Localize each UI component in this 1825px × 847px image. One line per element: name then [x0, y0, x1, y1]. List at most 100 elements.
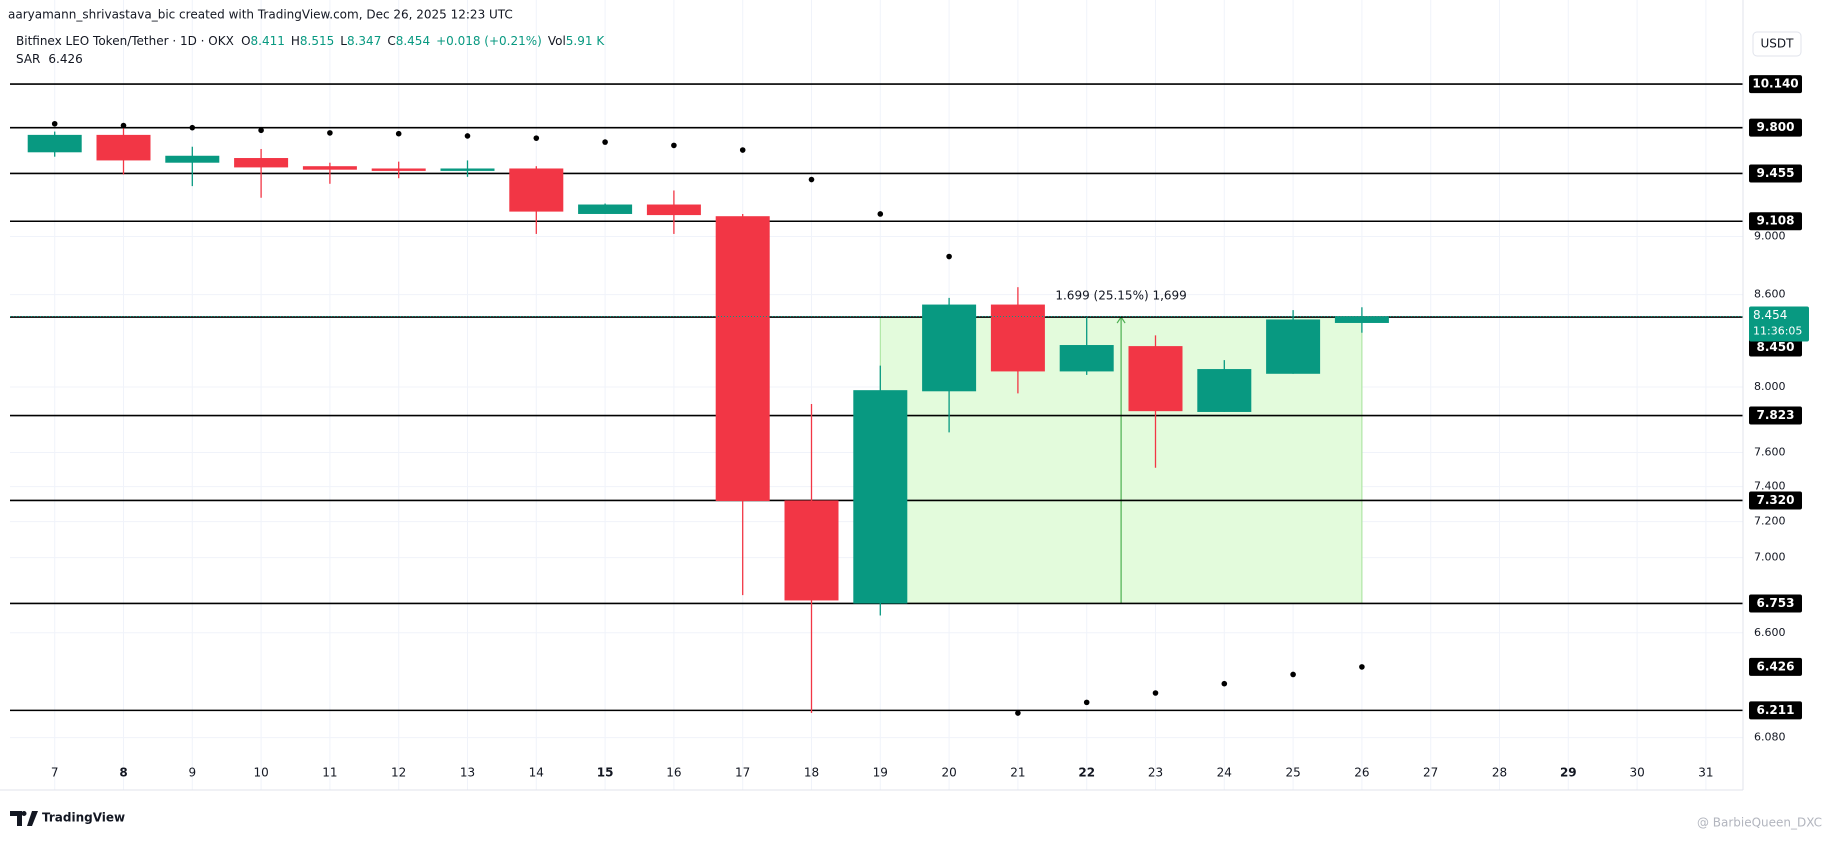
x-tick-label: 24 [1217, 766, 1232, 780]
x-tick-label: 21 [1010, 766, 1025, 780]
sar-dot [327, 130, 333, 136]
ohlc-key: C [387, 34, 395, 48]
ohlc-key: H [291, 34, 300, 48]
sar-dot [1152, 690, 1159, 696]
candle-body [27, 134, 82, 153]
candle-body [1059, 345, 1114, 372]
candle-body [440, 168, 495, 171]
x-tick-label: 15 [597, 766, 614, 780]
y-tick-label: 7.000 [1754, 551, 1786, 564]
x-tick-label: 30 [1629, 766, 1644, 780]
candle-body [578, 204, 633, 214]
ohlc-value: 8.454 [396, 34, 430, 48]
x-tick-label: 23 [1148, 766, 1163, 780]
x-tick-label: 18 [804, 766, 819, 780]
level-label-box [1749, 118, 1802, 137]
countdown: 11:36:05 [1753, 324, 1802, 337]
x-tick-label: 9 [188, 766, 196, 780]
sar-label: 6.426 [1757, 659, 1795, 673]
x-tick-label: 26 [1354, 766, 1369, 780]
x-tick-label: 14 [529, 766, 544, 780]
plot-area: 1.699 (25.15%) 1,699 [10, 83, 1743, 716]
x-tick-label: 12 [391, 766, 406, 780]
sar-dot [120, 122, 127, 129]
logo-mark [10, 811, 38, 826]
candle-body [922, 304, 977, 392]
x-tick-label: 17 [735, 766, 750, 780]
level-label-box [1749, 406, 1802, 425]
level-label: 9.800 [1757, 120, 1795, 134]
sar-dot [1221, 680, 1228, 687]
x-tick-label: 22 [1078, 766, 1095, 780]
candle-body [165, 155, 220, 163]
x-tick-label: 29 [1560, 766, 1577, 780]
sar-dot [533, 135, 540, 141]
level-label-box [1749, 491, 1802, 510]
y-tick-label: 8.600 [1754, 288, 1786, 301]
sar-dot [671, 142, 677, 149]
level-label-box [1749, 338, 1802, 357]
sar-dot [1015, 710, 1021, 716]
x-tick-label: 13 [460, 766, 475, 780]
sar-dot [946, 253, 952, 260]
price-axis: 9.000 8.600 8.000 7.600 7.400 7.200 7.000 6.600… [51, 75, 1809, 780]
legend-line: Bitfinex LEO Token/Tether · 1D · OKX O8.4… [16, 34, 605, 48]
level-label-box [1749, 212, 1802, 231]
x-tick-label: 19 [873, 766, 888, 780]
candle-body [371, 168, 426, 171]
candle-body [1266, 319, 1321, 374]
level-label: 6.753 [1757, 596, 1795, 610]
y-tick-label: 7.200 [1754, 515, 1786, 528]
candle-body [1334, 316, 1389, 323]
x-tick-label: 10 [253, 766, 268, 780]
sar-dot [1359, 664, 1365, 670]
credit: aaryamann_shrivastava_bic created with T… [8, 8, 513, 22]
level-label: 10.140 [1752, 77, 1798, 91]
sar-dot [1083, 699, 1090, 706]
currency[interactable]: USDT [1761, 37, 1795, 51]
watermark: @ BarbieQueen_DXC [1697, 816, 1822, 830]
change: +0.018 (+0.21%) [436, 34, 542, 48]
measure-label: 1.699 (25.15%) 1,699 [1055, 289, 1186, 303]
candle-body [234, 158, 289, 168]
x-tick-label: 11 [322, 766, 337, 780]
candle-body [1197, 369, 1252, 412]
sar-label-box [1749, 657, 1802, 676]
currency-button[interactable] [1752, 31, 1802, 57]
candle-body [784, 500, 839, 601]
y-tick-label: 8.000 [1754, 380, 1786, 393]
symbol: Bitfinex LEO Token/Tether · 1D · OKX [16, 34, 234, 48]
indicator-line: SAR 6.426 [16, 52, 83, 66]
last-price-box [1749, 306, 1809, 342]
sar-dot [808, 176, 815, 183]
level-label: 7.823 [1757, 408, 1795, 422]
indicator-value: 6.426 [48, 52, 82, 66]
sar-dot [602, 139, 608, 145]
y-tick-label: 6.080 [1754, 731, 1786, 744]
level-label: 9.455 [1757, 166, 1795, 180]
ohlc-value: 8.411 [251, 34, 285, 48]
x-tick-label: 8 [119, 766, 127, 780]
sar-dot [51, 120, 58, 127]
candle-body [646, 204, 701, 216]
ohlc-value: 8.515 [300, 34, 334, 48]
x-tick-label: 25 [1285, 766, 1300, 780]
level-label: 6.211 [1757, 703, 1795, 717]
sar-dot [258, 127, 264, 134]
volume-key: Vol [548, 34, 566, 48]
x-tick-label: 31 [1698, 766, 1713, 780]
level-label: 7.320 [1757, 493, 1795, 507]
candle-body [990, 304, 1045, 372]
x-tick-label: 28 [1492, 766, 1507, 780]
sar-dot [1290, 671, 1296, 678]
candle-body [853, 390, 908, 604]
last-price: 8.454 [1753, 308, 1787, 322]
x-tick-label: 7 [51, 766, 59, 780]
ohlc-value: 8.347 [347, 34, 381, 48]
brand: TradingView [42, 811, 125, 825]
candle-body [96, 134, 151, 161]
level-label-box [1749, 75, 1802, 94]
y-tick-label: 7.400 [1754, 480, 1786, 493]
y-tick-label: 6.600 [1754, 626, 1786, 639]
sar-dot [464, 133, 471, 139]
